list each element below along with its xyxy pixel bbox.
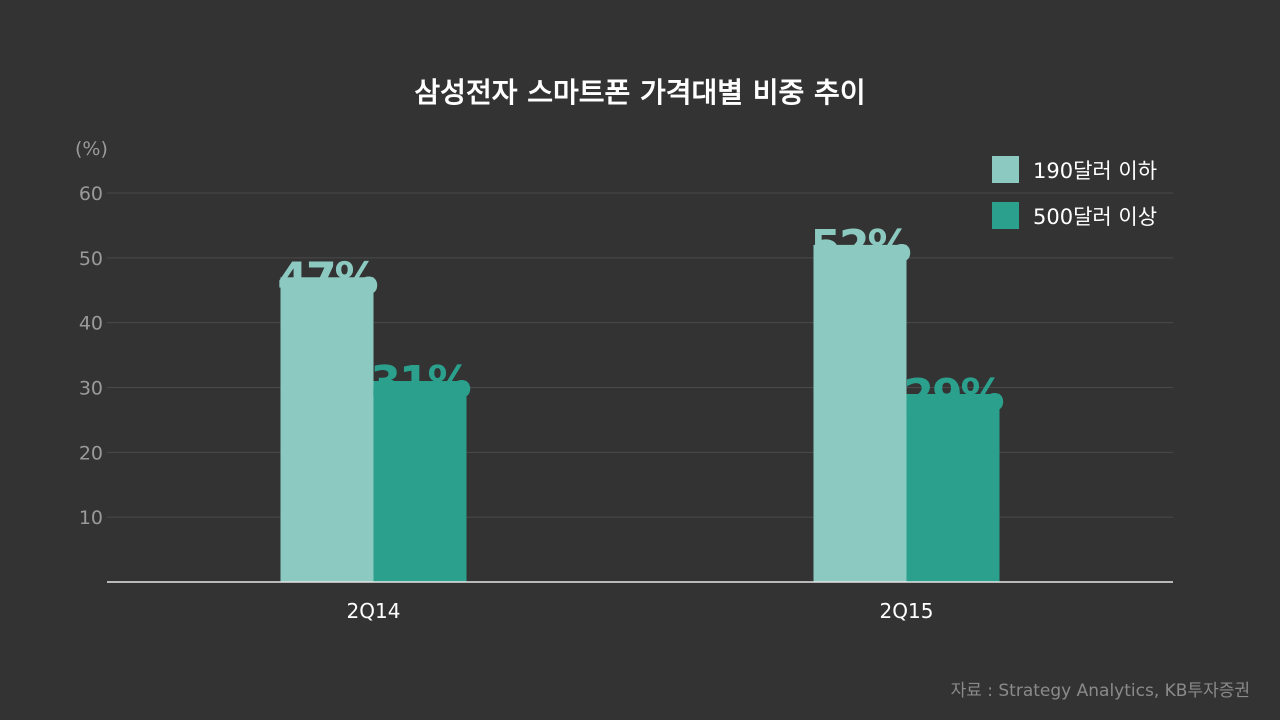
source-note: 자료 : Strategy Analytics, KB투자증권: [951, 681, 1250, 701]
x-tick-label: 2Q15: [880, 599, 934, 623]
legend-swatch: [992, 156, 1019, 183]
data-label: 47%: [277, 253, 377, 304]
bar-2q15-series-0: [813, 244, 907, 582]
y-tick-label: 10: [79, 507, 103, 529]
x-tick-label: 2Q14: [347, 599, 401, 623]
y-tick-label: 40: [79, 313, 103, 335]
legend-label: 500달러 이상: [1033, 205, 1157, 229]
data-label: 31%: [370, 357, 470, 408]
y-tick-label: 60: [79, 183, 103, 205]
y-tick-label: 30: [79, 378, 103, 400]
y-tick-label: 50: [79, 248, 103, 270]
chart-title: 삼성전자 스마트폰 가격대별 비중 추이: [414, 76, 865, 109]
data-label: 52%: [810, 221, 910, 272]
legend-label: 190달러 이하: [1033, 159, 1157, 183]
legend-swatch: [992, 202, 1019, 229]
bar-2q14-series-0: [280, 277, 374, 582]
data-label: 29%: [903, 370, 1003, 421]
bar-2q14-series-1: [373, 381, 467, 582]
y-axis-unit: (%): [75, 138, 108, 160]
y-tick-label: 20: [79, 442, 103, 464]
bar-2q15-series-1: [906, 393, 1000, 582]
